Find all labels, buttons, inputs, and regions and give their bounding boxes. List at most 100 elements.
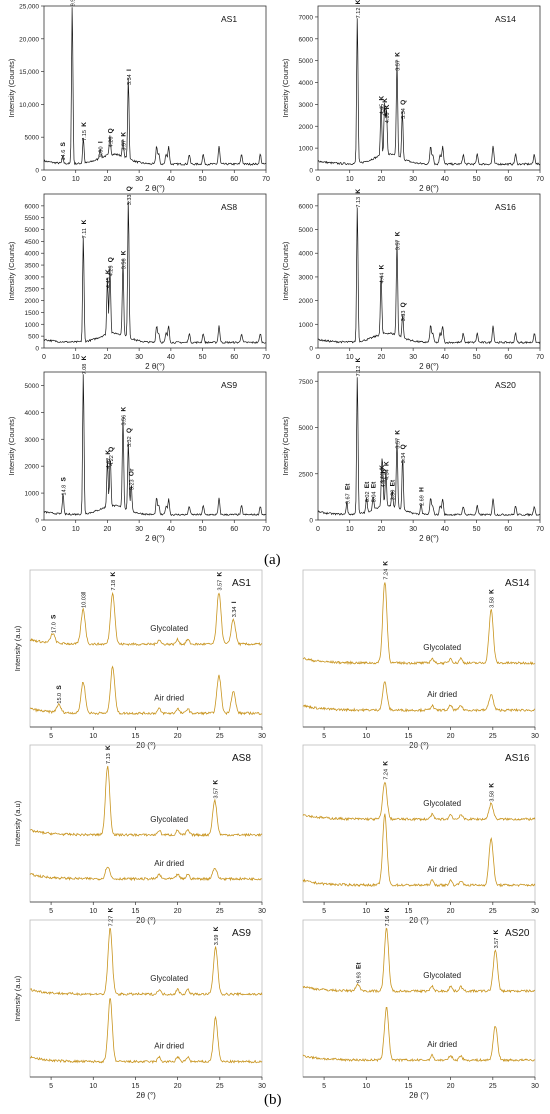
x-tick-label: 25 bbox=[489, 733, 497, 740]
series-label: Air dried bbox=[427, 865, 457, 874]
diffractogram-line-glycolated bbox=[29, 927, 263, 997]
diffractogram-line bbox=[317, 18, 541, 167]
x-tick-label: 20 bbox=[174, 1083, 182, 1090]
peak-mineral-label: I bbox=[81, 592, 88, 594]
peak-d-label: 3.57 bbox=[395, 240, 401, 251]
x-axis-label: 2 θ(°) bbox=[145, 534, 165, 543]
y-axis-label: Intensity (a.u) bbox=[13, 800, 22, 846]
y-axis-label: Intensity (Counts) bbox=[281, 241, 290, 300]
x-tick-label: 40 bbox=[441, 354, 449, 361]
peak-mineral-label: K bbox=[384, 104, 391, 109]
x-tick-label: 30 bbox=[135, 526, 143, 533]
peak-mineral-label: K bbox=[81, 219, 88, 224]
peak-d-label: 3.57 bbox=[217, 580, 223, 591]
x-axis-label: 2θ (°) bbox=[409, 1091, 429, 1100]
x-tick-label: 60 bbox=[230, 176, 238, 183]
x-tick-label: 10 bbox=[89, 733, 97, 740]
peak-mineral-label: K bbox=[384, 907, 391, 912]
peak-d-label: 4.16 bbox=[385, 113, 391, 124]
peak-mineral-label: S bbox=[50, 614, 57, 619]
y-axis-label: Intensity (Counts) bbox=[7, 241, 16, 300]
series-label: Glycolated bbox=[423, 971, 461, 980]
y-tick-label: 0 bbox=[35, 518, 39, 525]
plot-frame bbox=[43, 193, 267, 349]
x-tick-label: 30 bbox=[409, 354, 417, 361]
chart-title: AS1 bbox=[221, 14, 237, 24]
x-tick-label: 10 bbox=[346, 176, 354, 183]
peak-d-label: 4.44 bbox=[380, 273, 386, 284]
y-tick-label: 1000 bbox=[25, 322, 40, 329]
x-tick-label: 10 bbox=[72, 176, 80, 183]
y-tick-label: 0 bbox=[309, 168, 313, 175]
chart-b-as20: 5 10 15 20 25 30 2θ (°) AS20 Et 9.93 K 7.16 K 3.57 Gly… bbox=[302, 907, 539, 1100]
y-tick-label: 0 bbox=[35, 346, 39, 353]
y-tick-label: 25,000 bbox=[19, 4, 39, 11]
x-axis-label: 2 θ(°) bbox=[419, 184, 439, 193]
peak-mineral-label: K bbox=[81, 355, 88, 360]
x-tick-label: 30 bbox=[409, 526, 417, 533]
x-tick-label: 0 bbox=[316, 176, 320, 183]
peak-mineral-label: I bbox=[126, 69, 133, 71]
peak-mineral-label: K bbox=[108, 907, 115, 912]
x-tick-label: 40 bbox=[167, 526, 175, 533]
x-tick-label: 10 bbox=[346, 354, 354, 361]
y-tick-label: 4000 bbox=[299, 251, 314, 258]
x-tick-label: 30 bbox=[258, 1083, 266, 1090]
peak-d-label: 7.11 bbox=[82, 228, 88, 238]
peak-mineral-label: K bbox=[120, 132, 127, 137]
x-tick-label: 25 bbox=[216, 733, 224, 740]
peak-mineral-label: I bbox=[98, 141, 105, 143]
peak-mineral-label: K bbox=[355, 189, 362, 194]
x-tick-label: 15 bbox=[405, 733, 413, 740]
peak-mineral-label: K bbox=[81, 122, 88, 127]
y-tick-label: 1000 bbox=[299, 322, 314, 329]
x-tick-label: 60 bbox=[230, 526, 238, 533]
x-tick-label: 25 bbox=[216, 908, 224, 915]
peak-d-label: 7.08 bbox=[82, 364, 88, 375]
chart-a-as16: 10 20 30 40 50 60 70 0 2 θ(°) 0 1000 2000 3000 4000 50… bbox=[281, 189, 544, 371]
peak-mineral-label: K bbox=[216, 572, 223, 577]
peak-d-label: 4.35 bbox=[383, 106, 389, 117]
x-tick-label: 30 bbox=[531, 1083, 539, 1090]
plot-frame bbox=[29, 569, 263, 728]
peak-mineral-label: Q bbox=[400, 302, 407, 307]
y-tick-label: 2500 bbox=[299, 471, 314, 478]
y-tick-label: 3500 bbox=[25, 263, 40, 270]
peak-mineral-label: S bbox=[60, 141, 67, 146]
chart-title: AS16 bbox=[495, 202, 516, 212]
x-tick-label: 5 bbox=[322, 733, 326, 740]
chart-a-as14: 10 20 30 40 50 60 70 0 2 θ(°) 0 1000 2000 3000 4000 50… bbox=[281, 0, 544, 193]
peak-mineral-label: Et bbox=[390, 479, 397, 486]
diffractogram-line-glycolated bbox=[29, 591, 263, 647]
peak-d-label: 3.57 bbox=[121, 140, 127, 151]
plot-frame bbox=[317, 193, 541, 349]
chart-title: AS14 bbox=[505, 578, 530, 589]
y-tick-label: 6000 bbox=[25, 203, 40, 210]
diffractogram-line bbox=[43, 374, 267, 516]
x-tick-label: 20 bbox=[104, 354, 112, 361]
y-tick-label: 5000 bbox=[299, 58, 314, 65]
x-tick-label: 60 bbox=[504, 526, 512, 533]
y-tick-label: 2000 bbox=[299, 298, 314, 305]
peak-mineral-label: Et bbox=[371, 481, 378, 488]
peak-d-label: 7.15 bbox=[82, 130, 88, 141]
peak-mineral-label: K bbox=[379, 264, 386, 269]
x-tick-label: 5 bbox=[49, 733, 53, 740]
series-label: Glycolated bbox=[150, 815, 188, 824]
chart-b-as16: 5 10 15 20 25 30 2θ (°) AS16 K 7.24 K 3.58 Glycolate… bbox=[302, 744, 539, 925]
y-tick-label: 20,000 bbox=[19, 36, 39, 43]
x-axis-label: 2 θ(°) bbox=[419, 534, 439, 543]
panel-label-a: (a) bbox=[264, 552, 281, 568]
series-label: Air dried bbox=[154, 1042, 184, 1051]
peak-d-label: 7.18 bbox=[111, 580, 117, 591]
peak-d-label: 3.58 bbox=[490, 791, 496, 802]
x-tick-label: 0 bbox=[42, 354, 46, 361]
peak-mineral-label: K bbox=[379, 96, 386, 101]
peak-d-label: 7.24 bbox=[383, 569, 389, 580]
y-tick-label: 7000 bbox=[299, 14, 314, 21]
peak-d-label: 3.34 bbox=[401, 453, 407, 464]
y-tick-label: 2000 bbox=[25, 298, 40, 305]
x-tick-label: 50 bbox=[199, 354, 207, 361]
peak-d-label: 3.58 bbox=[490, 597, 496, 608]
